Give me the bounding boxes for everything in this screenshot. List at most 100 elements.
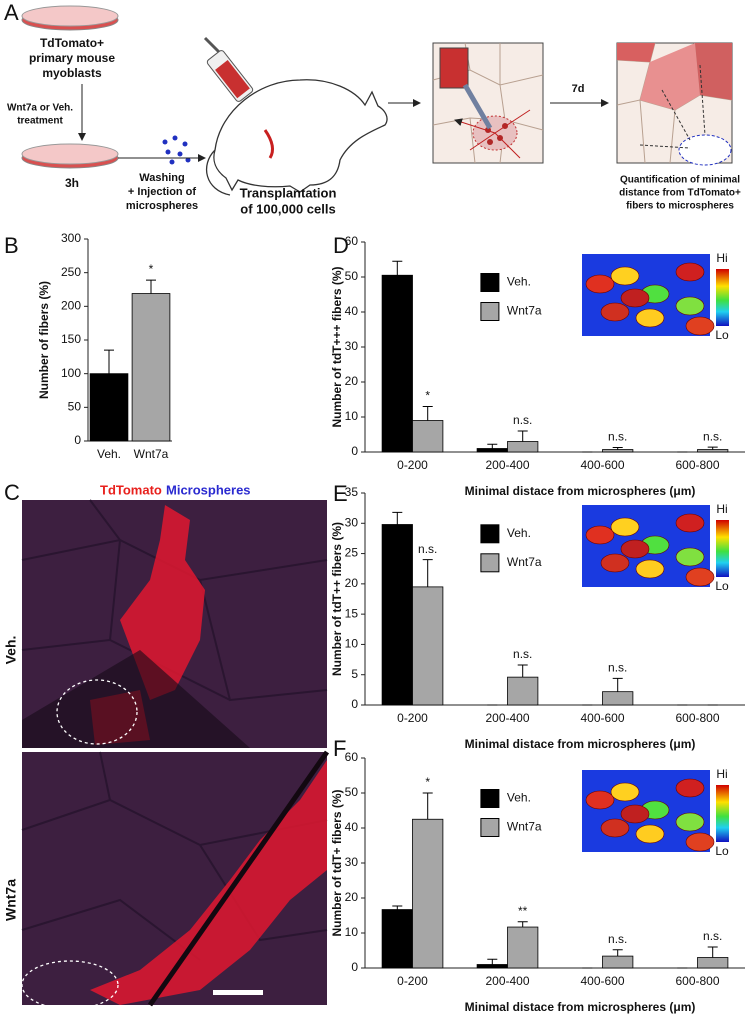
bar: [507, 926, 539, 969]
condition-label: Wnt7a: [3, 879, 19, 921]
heatmap-blob: [585, 274, 615, 294]
error-bar: [487, 443, 498, 449]
y-tick-label: 100: [61, 366, 81, 380]
panel-letter: D: [333, 233, 349, 258]
y-tick-label: 250: [61, 265, 81, 279]
micrograph: [21, 750, 330, 1010]
error-bar: [422, 559, 433, 587]
x-tick-label: 600-800: [675, 711, 719, 725]
y-tick-label: 30: [345, 339, 359, 353]
significance-label: n.s.: [513, 647, 532, 661]
x-tick-label: 400-600: [580, 974, 624, 988]
bar: [476, 448, 508, 453]
legend-swatch: [480, 789, 500, 808]
significance-label: *: [425, 389, 430, 403]
time-label: 3h: [65, 176, 79, 190]
bar: [697, 957, 729, 969]
y-tick-label: 30: [345, 515, 359, 529]
cells-label: primary mouse: [29, 51, 115, 65]
error-bar: [487, 958, 498, 965]
bar: [602, 955, 634, 969]
bar: [412, 420, 444, 453]
x-tick-label: 0-200: [397, 974, 428, 988]
significance-label: n.s.: [513, 413, 532, 427]
bar: [697, 449, 729, 453]
x-tick-label: Wnt7a: [134, 447, 169, 461]
error-bar: [422, 406, 433, 421]
y-tick-label: 40: [345, 304, 359, 318]
panel-letter: E: [333, 481, 348, 506]
legend-label: Veh.: [507, 526, 531, 540]
stain-label: Microspheres: [166, 482, 251, 497]
significance-label: n.s.: [608, 661, 627, 675]
significance-label: *: [425, 775, 430, 789]
y-tick-label: 20: [345, 374, 359, 388]
heatmap-blob: [675, 296, 705, 316]
heatmap-blob: [600, 553, 630, 573]
transplant-label: of 100,000 cells: [240, 201, 335, 216]
heatmap-blob: [600, 818, 630, 838]
cells-label: TdTomato+: [40, 36, 104, 50]
petri-dish: [21, 5, 119, 31]
heatmap-blob: [635, 824, 665, 844]
y-tick-label: 25: [345, 546, 359, 560]
syringe: [203, 36, 271, 129]
legend-label: Wnt7a: [507, 820, 542, 834]
x-tick-label: 0-200: [397, 458, 428, 472]
y-tick-label: 200: [61, 299, 81, 313]
stain-label: TdTomato: [100, 482, 162, 497]
quantification-label: Quantification of minimal: [620, 175, 740, 186]
bar: [381, 274, 413, 453]
bar: [507, 441, 539, 453]
cells-label: myoblasts: [42, 66, 102, 80]
heatmap-blob: [610, 782, 640, 802]
bar: [602, 691, 634, 706]
quantification-label: fibers to microspheres: [626, 201, 734, 212]
colorbar: [716, 269, 729, 326]
legend-swatch: [480, 553, 500, 573]
muscle-section-result: [616, 42, 733, 166]
x-tick-label: Veh.: [97, 447, 121, 461]
significance-label: n.s.: [608, 932, 627, 946]
heatmap-blob: [685, 316, 715, 336]
significance-label: n.s.: [703, 429, 722, 443]
colorbar-label: Lo: [715, 328, 729, 342]
y-tick-label: 50: [68, 400, 82, 414]
error-bar: [517, 664, 528, 678]
heatmap-blob: [620, 539, 650, 559]
colorbar-label: Hi: [716, 767, 727, 781]
y-tick-label: 30: [345, 855, 359, 869]
treatment-label: treatment: [17, 116, 63, 127]
injection-label: + Injection of: [128, 186, 196, 198]
panel-letter: F: [333, 736, 346, 761]
colorbar: [716, 785, 729, 842]
y-axis-label: Number of tdT+ fibers (%): [330, 789, 344, 936]
colorbar-label: Hi: [716, 502, 727, 516]
error-bar: [392, 260, 403, 276]
injection-site: [263, 129, 274, 159]
y-tick-label: 10: [345, 637, 359, 651]
heatmap-blob: [675, 778, 705, 798]
y-tick-label: 5: [351, 667, 358, 681]
y-tick-label: 35: [345, 485, 359, 499]
x-tick-label: 400-600: [580, 711, 624, 725]
heatmap-blob: [610, 517, 640, 537]
colorbar-label: Lo: [715, 579, 729, 593]
y-tick-label: 0: [351, 444, 358, 458]
heatmap-blob: [585, 525, 615, 545]
error-bar: [612, 677, 623, 692]
error-bar: [422, 792, 433, 820]
error-bar: [612, 949, 623, 957]
significance-label: n.s.: [703, 929, 722, 943]
y-tick-label: 15: [345, 606, 359, 620]
error-bar: [146, 279, 156, 294]
y-tick-label: 40: [345, 820, 359, 834]
y-axis-label: Number of tdT++ fibers (%): [330, 522, 344, 676]
significance-label: **: [518, 904, 528, 918]
legend-swatch: [480, 524, 500, 544]
transplant-label: Transplantation: [240, 185, 337, 200]
injection-label: Washing: [139, 172, 184, 184]
bar: [412, 586, 444, 706]
heatmap-blob: [635, 308, 665, 328]
